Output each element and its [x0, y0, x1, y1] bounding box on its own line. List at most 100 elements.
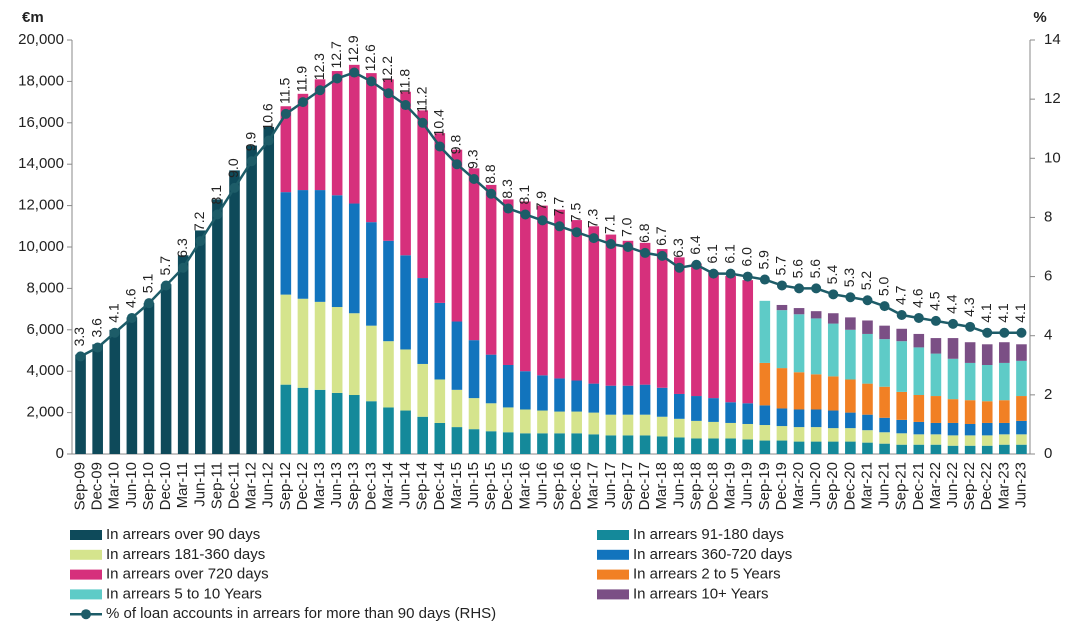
bar-segment	[827, 428, 839, 442]
y2-tick-label: 0	[1044, 445, 1052, 462]
line-marker	[297, 97, 308, 108]
bar-segment	[810, 427, 822, 442]
line-marker	[92, 342, 103, 353]
bar-segment	[999, 434, 1010, 445]
bar-segment	[297, 190, 309, 299]
y2-tick-label: 12	[1044, 90, 1061, 107]
line-marker	[896, 310, 907, 321]
bar-segment	[862, 442, 873, 454]
x-tick-label: Mar-12	[243, 462, 260, 510]
x-tick-label: Sep-20	[824, 462, 841, 510]
bar-segment	[75, 354, 86, 454]
x-tick-label: Jun-12	[260, 462, 277, 508]
data-label: 9.9	[242, 132, 258, 152]
bar-segment	[485, 354, 497, 404]
bar-segment	[571, 380, 582, 412]
bar-segment	[947, 358, 959, 400]
x-tick-label: Sep-19	[756, 462, 773, 510]
line-marker	[126, 312, 137, 323]
bar-segment	[999, 342, 1010, 363]
bar-segment	[1016, 396, 1027, 421]
data-label: 12.3	[311, 53, 327, 80]
bar-segment	[520, 409, 531, 434]
x-tick-label: Jun-15	[465, 462, 482, 508]
bar-segment	[656, 416, 668, 437]
bar-segment	[520, 433, 531, 454]
bar-segment	[845, 379, 856, 413]
bar-segment	[913, 333, 925, 348]
data-label: 4.5	[927, 291, 943, 311]
data-label: 11.2	[413, 86, 429, 112]
x-tick-label: Dec-16	[568, 462, 585, 510]
line-marker	[246, 156, 257, 167]
bar-segment	[708, 438, 719, 454]
line-marker	[469, 173, 480, 184]
bar-segment	[109, 329, 121, 454]
bar-segment	[1016, 420, 1027, 435]
bar-segment	[348, 313, 360, 396]
x-tick-label: Dec-10	[157, 462, 174, 510]
x-tick-label: Jun-11	[191, 462, 208, 507]
x-tick-label: Mar-13	[311, 462, 328, 510]
line-marker	[434, 141, 445, 152]
data-label: 8.1	[516, 185, 532, 205]
bar-segment	[400, 349, 411, 411]
data-label: 4.1	[995, 303, 1011, 323]
bar-segment	[468, 398, 480, 430]
bar-segment	[981, 422, 993, 436]
bar-segment	[827, 313, 839, 324]
data-label: 8.3	[499, 179, 515, 199]
x-tick-label: Dec-15	[499, 462, 516, 510]
bar-segment	[537, 375, 548, 411]
x-tick-label: Mar-22	[927, 462, 944, 510]
bar-segment	[417, 278, 428, 364]
bar-segment	[331, 195, 343, 308]
bar-segment	[913, 434, 925, 445]
line-marker	[143, 298, 154, 309]
bar-segment	[246, 145, 257, 454]
bar-segment	[759, 362, 771, 406]
bar-segment	[827, 441, 839, 454]
bar-segment	[691, 396, 702, 421]
bar-segment	[366, 73, 377, 223]
x-tick-label: Dec-18	[704, 462, 721, 510]
bar-segment	[862, 414, 873, 431]
data-label: 10.4	[431, 109, 447, 136]
bar-segment	[879, 432, 890, 444]
data-label: 5.6	[807, 259, 823, 279]
bar-segment	[725, 402, 736, 423]
data-label: 9.0	[225, 158, 241, 178]
data-label: 7.9	[533, 191, 549, 211]
bar-segment	[691, 263, 702, 397]
line-marker	[520, 209, 531, 220]
bar-segment	[383, 341, 394, 408]
bar-segment	[845, 412, 856, 429]
legend-swatch	[597, 549, 629, 560]
bar-segment	[708, 421, 719, 439]
line-marker	[742, 271, 753, 282]
bar-segment	[793, 314, 805, 373]
x-tick-label: Mar-23	[995, 462, 1012, 510]
line-marker	[982, 327, 993, 338]
bar-segment	[776, 310, 788, 369]
bar-segment	[691, 438, 702, 454]
bar-segment	[554, 209, 565, 379]
legend-label: In arrears 360-720 days	[633, 546, 792, 563]
bar-segment	[742, 403, 754, 424]
bar-segment	[622, 414, 634, 436]
bar-segment	[999, 400, 1010, 423]
x-tick-label: Jun-21	[876, 462, 893, 508]
line-marker	[999, 327, 1010, 338]
bar-segment	[588, 412, 600, 435]
bar-segment	[383, 240, 394, 342]
bar-segment	[314, 190, 326, 302]
legend-swatch	[597, 530, 629, 540]
bar-segment	[520, 371, 531, 410]
bar-segment	[656, 249, 668, 388]
legend-swatch	[70, 549, 102, 560]
legend-label: In arrears 5 to 10 Years	[106, 585, 262, 602]
line-marker	[571, 227, 582, 238]
line-marker	[349, 67, 360, 78]
legend-label: In arrears over 720 days	[106, 566, 269, 583]
x-tick-label: Sep-18	[687, 462, 704, 510]
